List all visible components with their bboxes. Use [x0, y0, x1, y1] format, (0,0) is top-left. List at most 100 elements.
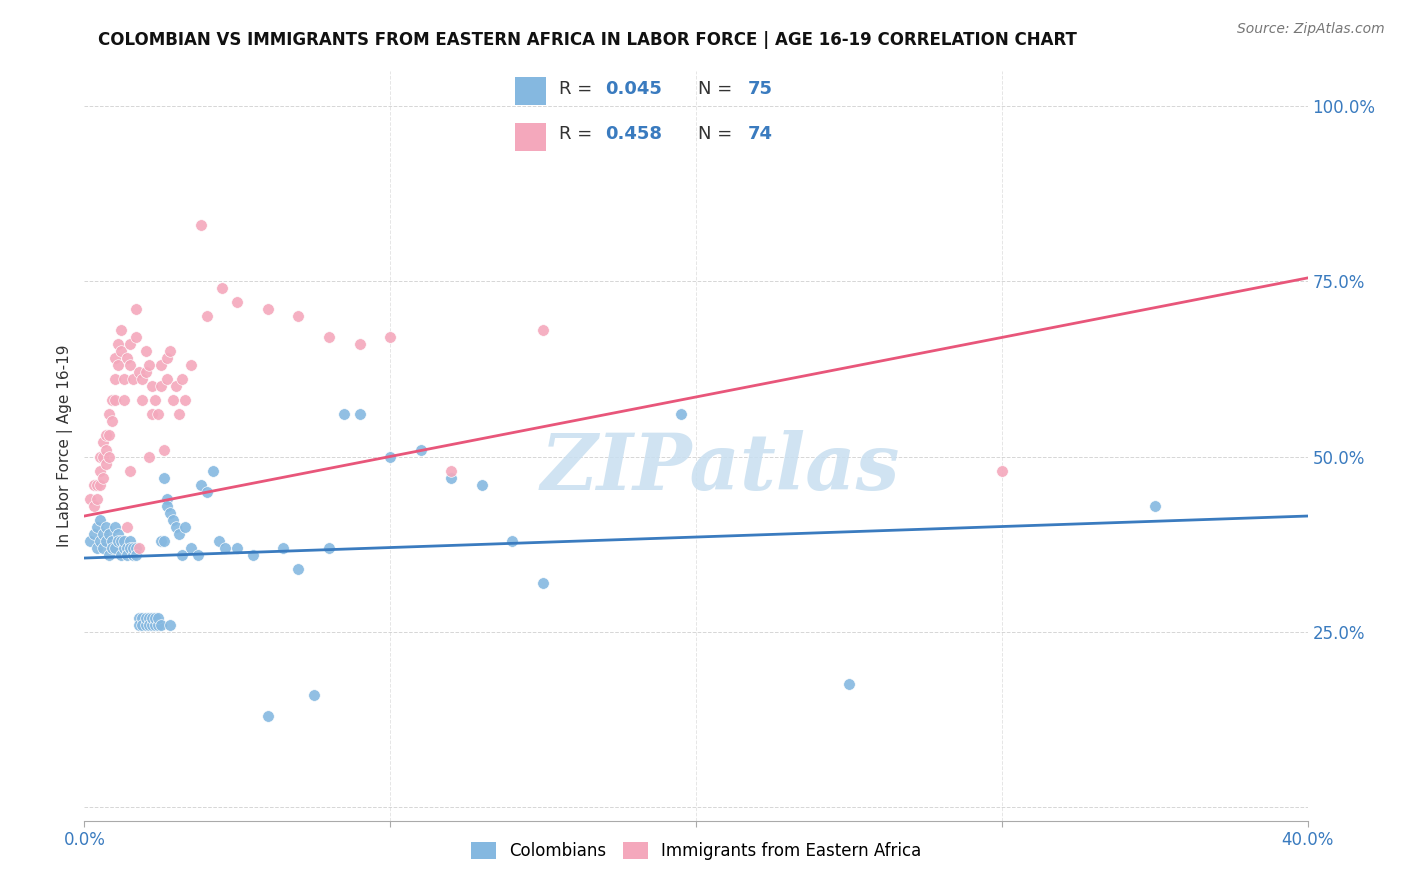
Point [115, 548, 138, 562]
Point [242, 548, 264, 562]
Point [156, 499, 179, 513]
Point [86, 477, 108, 491]
Text: R =: R = [558, 80, 598, 98]
Point [141, 617, 163, 632]
Point [141, 408, 163, 422]
Point [83, 477, 105, 491]
Point [104, 393, 127, 408]
Point [159, 617, 181, 632]
Point [83, 499, 105, 513]
Point [318, 330, 340, 344]
Point [143, 393, 166, 408]
Point [156, 351, 179, 366]
Point [135, 344, 157, 359]
Point [128, 617, 150, 632]
Point [146, 408, 169, 422]
Point [159, 506, 181, 520]
Point [502, 533, 524, 548]
Point [120, 359, 142, 373]
Point [165, 519, 187, 533]
Point [138, 610, 160, 624]
Point [122, 541, 145, 555]
Point [141, 379, 163, 393]
Point [531, 575, 554, 590]
Point [112, 372, 135, 386]
Point [91, 470, 114, 484]
Text: Source: ZipAtlas.com: Source: ZipAtlas.com [1237, 22, 1385, 37]
Point [86, 519, 108, 533]
Point [131, 617, 153, 632]
Point [226, 295, 249, 310]
Point [101, 393, 124, 408]
Point [149, 533, 172, 548]
Point [149, 359, 172, 373]
Point [138, 617, 160, 632]
Point [287, 561, 309, 575]
Point [97, 450, 120, 464]
Point [138, 450, 160, 464]
Point [257, 708, 280, 723]
Point [174, 393, 197, 408]
Point [94, 428, 117, 442]
Point [94, 442, 117, 457]
Point [101, 415, 124, 429]
Point [143, 610, 166, 624]
Point [180, 359, 202, 373]
Point [138, 359, 160, 373]
Point [94, 519, 117, 533]
Point [120, 541, 142, 555]
Point [128, 541, 150, 555]
Point [143, 617, 166, 632]
Text: ZIPatlas: ZIPatlas [541, 430, 900, 507]
Point [440, 463, 463, 477]
Point [211, 281, 233, 295]
Point [172, 372, 194, 386]
Point [91, 526, 114, 541]
Point [115, 351, 138, 366]
Point [162, 393, 184, 408]
Point [89, 477, 111, 491]
Point [115, 519, 138, 533]
Point [97, 428, 120, 442]
Point [409, 442, 432, 457]
Point [380, 450, 402, 464]
Point [101, 541, 124, 555]
Point [91, 541, 114, 555]
Point [97, 526, 120, 541]
Legend: Colombians, Immigrants from Eastern Africa: Colombians, Immigrants from Eastern Afri… [463, 834, 929, 869]
Point [167, 408, 190, 422]
Point [318, 541, 340, 555]
Point [125, 541, 148, 555]
Point [79, 491, 101, 506]
Point [107, 526, 129, 541]
Point [149, 617, 172, 632]
Point [195, 484, 218, 499]
Point [97, 408, 120, 422]
Point [333, 408, 356, 422]
Point [190, 219, 212, 233]
Text: 0.458: 0.458 [605, 125, 662, 143]
Point [86, 541, 108, 555]
Point [162, 512, 184, 526]
Point [165, 379, 187, 393]
Point [122, 548, 145, 562]
Y-axis label: In Labor Force | Age 16-19: In Labor Force | Age 16-19 [58, 344, 73, 548]
Point [208, 533, 231, 548]
Point [104, 519, 127, 533]
Point [122, 372, 145, 386]
Point [146, 610, 169, 624]
Point [153, 533, 176, 548]
Point [110, 323, 132, 337]
Point [156, 372, 179, 386]
Text: N =: N = [697, 80, 738, 98]
Point [257, 302, 280, 317]
Point [172, 548, 194, 562]
Point [531, 323, 554, 337]
Point [128, 610, 150, 624]
Point [226, 541, 249, 555]
Point [104, 541, 127, 555]
Point [110, 548, 132, 562]
Point [107, 337, 129, 351]
FancyBboxPatch shape [516, 123, 547, 151]
Point [186, 548, 208, 562]
